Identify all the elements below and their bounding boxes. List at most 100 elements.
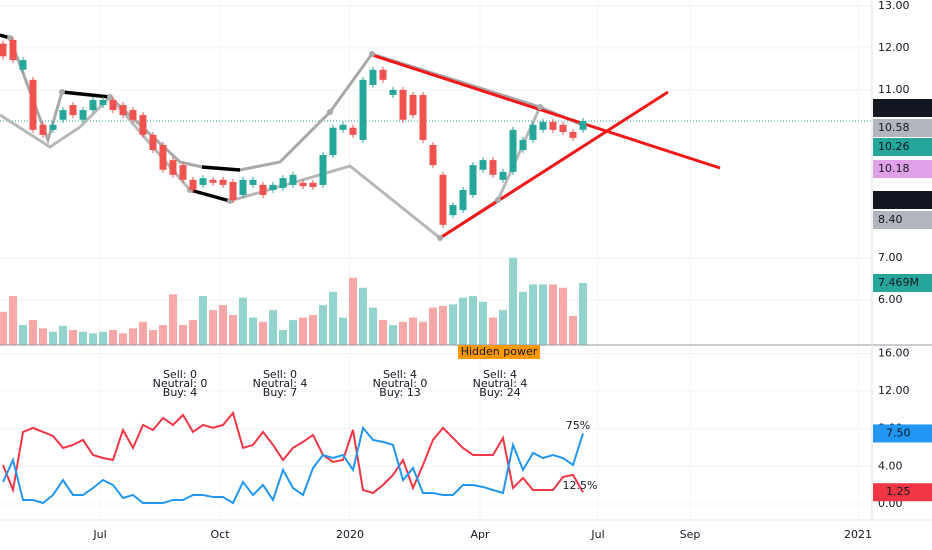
oscillator-line bbox=[2, 410, 584, 495]
candle-body bbox=[509, 129, 517, 172]
candle-body bbox=[0, 43, 7, 57]
pivot bbox=[327, 109, 333, 115]
candle-body bbox=[309, 182, 317, 187]
volume-bar bbox=[549, 284, 557, 345]
price-badge bbox=[873, 211, 932, 229]
signal-annotation: Sell: 0 bbox=[163, 368, 197, 381]
pivot bbox=[7, 35, 13, 41]
candle-body bbox=[29, 79, 37, 130]
volume-bar bbox=[509, 257, 517, 345]
candle-body bbox=[339, 124, 347, 130]
signal-annotation: Buy: 24 bbox=[479, 386, 520, 399]
candle-body bbox=[269, 184, 277, 190]
volume-bar bbox=[329, 291, 337, 345]
candle-body bbox=[179, 165, 187, 180]
price-badge-label: 10.26 bbox=[878, 140, 910, 153]
volume-bar bbox=[139, 321, 147, 345]
volume bbox=[0, 257, 587, 345]
candle-body bbox=[239, 179, 247, 195]
oscillator-line bbox=[2, 425, 584, 505]
volume-bar bbox=[459, 297, 467, 345]
candle-body bbox=[389, 89, 397, 95]
y-tick-label: 4.00 bbox=[878, 459, 903, 472]
candle-body bbox=[129, 110, 137, 120]
volume-bar bbox=[379, 320, 387, 345]
volume-bar bbox=[439, 305, 447, 345]
volume-bar bbox=[579, 283, 587, 345]
volume-bar bbox=[559, 287, 567, 345]
volume-bar bbox=[279, 330, 287, 345]
candle-body bbox=[209, 179, 217, 183]
volume-bar bbox=[539, 284, 547, 345]
volume-bar bbox=[369, 307, 377, 345]
volume-bar bbox=[79, 331, 87, 345]
y-tick-label: 16.00 bbox=[878, 346, 910, 359]
price-badge bbox=[873, 274, 932, 292]
candle-body bbox=[579, 121, 587, 130]
volume-bar bbox=[399, 321, 407, 345]
candle-body bbox=[319, 155, 327, 185]
volume-bar bbox=[109, 330, 117, 345]
candle-body bbox=[49, 124, 57, 130]
y-tick-label: 12.00 bbox=[878, 41, 910, 54]
pivot-dots bbox=[7, 35, 543, 241]
candle-body bbox=[409, 94, 417, 116]
pivot bbox=[107, 94, 113, 100]
pivot bbox=[369, 51, 375, 57]
candle-body bbox=[559, 124, 567, 132]
volume-bar bbox=[479, 301, 487, 345]
labels: Jul Oct 2020 Apr Jul Sep 2021 13.00 12.00 11.00 7.… bbox=[92, 0, 932, 541]
volume-bar bbox=[199, 296, 207, 345]
price-badge-label: 7.50 bbox=[886, 426, 911, 439]
candle-body bbox=[429, 144, 437, 166]
y-tick-label: 12.00 bbox=[878, 384, 910, 397]
candle-body bbox=[539, 121, 547, 130]
candle-body bbox=[489, 160, 497, 175]
badge-label: Hidden power bbox=[461, 345, 538, 358]
volume-bar bbox=[129, 328, 137, 345]
signal-annotation: Neutral: 0 bbox=[153, 377, 208, 390]
segment bbox=[189, 188, 231, 203]
pivot bbox=[437, 235, 443, 241]
x-tick-label: Sep bbox=[680, 528, 701, 541]
y-tick-label: 7.00 bbox=[878, 251, 903, 264]
signal-annotation: Sell: 4 bbox=[383, 368, 417, 381]
candle-body bbox=[119, 105, 127, 116]
volume-bar bbox=[489, 317, 497, 345]
candle-body bbox=[419, 94, 427, 140]
candle-body bbox=[149, 134, 157, 151]
candle-body bbox=[39, 124, 47, 135]
price-badge-label: 10.58 bbox=[878, 101, 910, 114]
candle-body bbox=[279, 178, 287, 188]
volume-bar bbox=[259, 321, 267, 345]
volume-bar bbox=[119, 333, 127, 345]
volume-bar bbox=[29, 320, 37, 345]
candle-body bbox=[399, 89, 407, 120]
candle-body bbox=[349, 127, 357, 135]
candle-body bbox=[109, 100, 117, 111]
x-tick-label: Jul bbox=[92, 528, 106, 541]
candle-body bbox=[329, 127, 337, 156]
segment bbox=[201, 165, 241, 172]
signal-annotation: Sell: 0 bbox=[263, 368, 297, 381]
volume-bar bbox=[319, 305, 327, 345]
volume-bar bbox=[209, 310, 217, 345]
price-badge bbox=[873, 424, 932, 443]
candle-body bbox=[219, 179, 227, 185]
candle-body bbox=[439, 174, 447, 225]
trend-line bbox=[371, 53, 721, 170]
price-badge-label: 8.40 bbox=[878, 213, 903, 226]
candle-body bbox=[159, 144, 167, 170]
volume-bar bbox=[149, 330, 157, 345]
candle-body bbox=[259, 184, 267, 195]
candle-body bbox=[199, 178, 207, 185]
volume-bar bbox=[339, 317, 347, 345]
price-badge-label: 1.25 bbox=[886, 485, 911, 498]
signal-annotation: Buy: 13 bbox=[379, 386, 420, 399]
price-badge bbox=[873, 483, 932, 502]
volume-bar bbox=[239, 297, 247, 345]
end-label: 12.5% bbox=[563, 479, 598, 492]
end-label: 75% bbox=[566, 419, 590, 432]
x-tick-label: Jul bbox=[590, 528, 604, 541]
